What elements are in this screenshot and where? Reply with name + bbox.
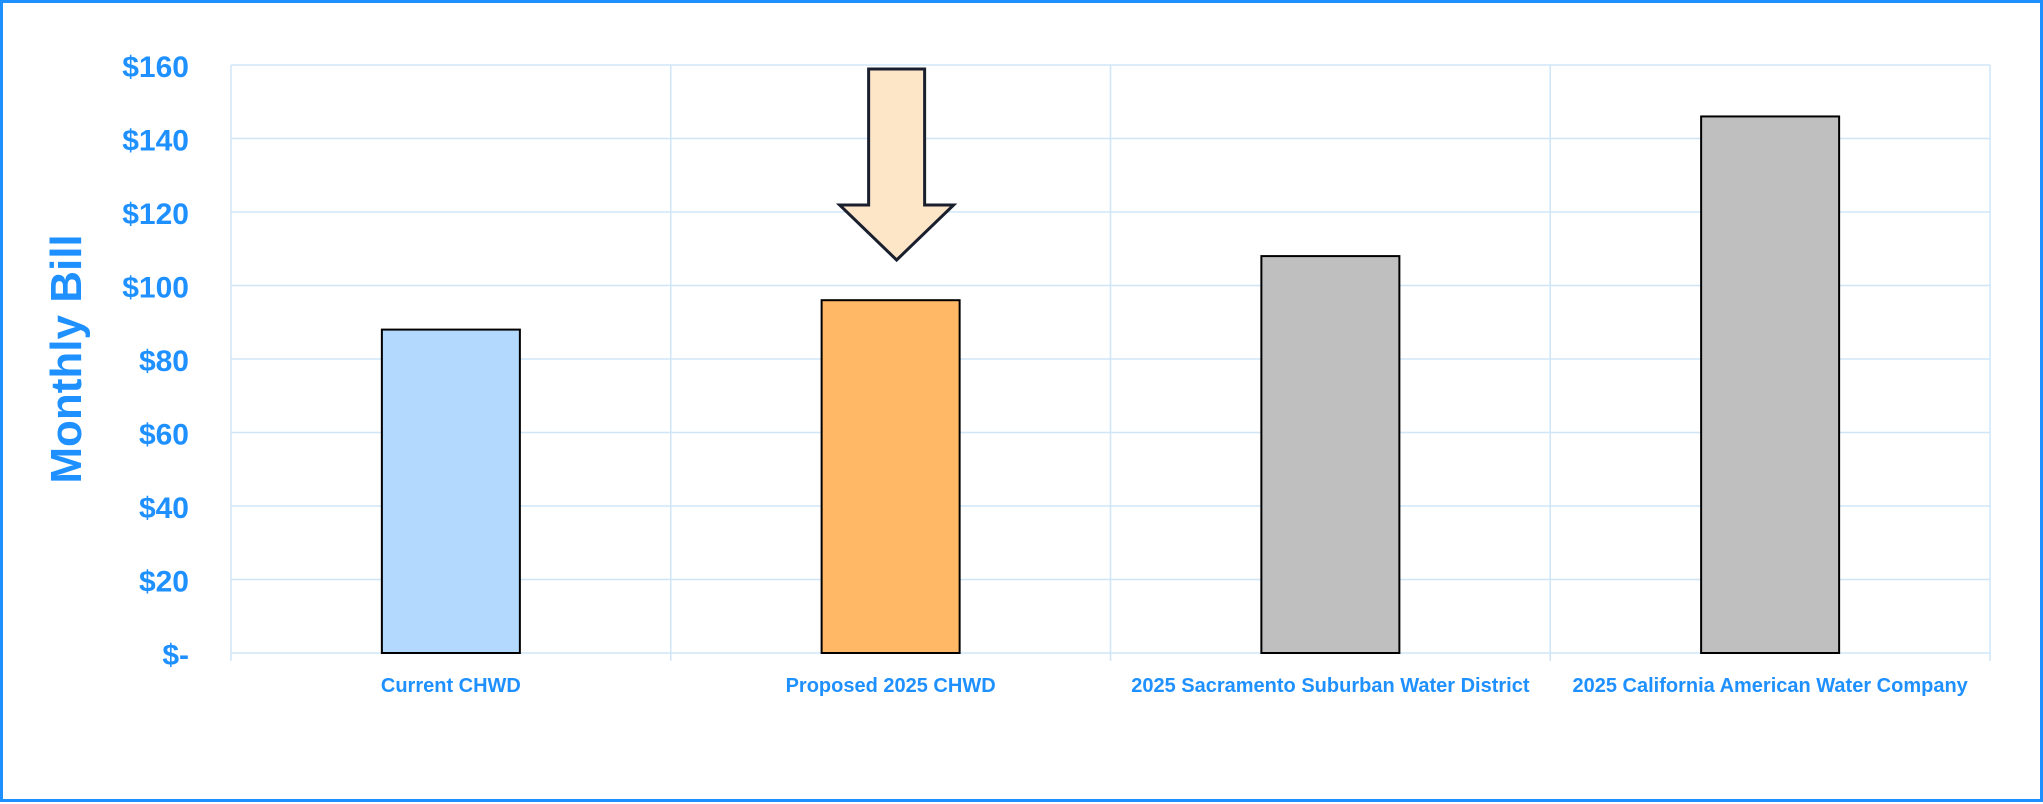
x-tick-label: 2025 Sacramento Suburban Water District bbox=[1131, 675, 1530, 697]
bar bbox=[1260, 255, 1401, 654]
bar bbox=[380, 328, 521, 654]
y-axis-label: Monthly Bill bbox=[42, 234, 91, 483]
y-tick-label: $80 bbox=[139, 345, 189, 378]
x-tick-label: Proposed 2025 CHWD bbox=[786, 675, 996, 697]
y-tick-label: $140 bbox=[122, 125, 189, 158]
y-tick-labels: $- $20 $40 $60 $80 $100 $120 $140 $160 bbox=[122, 51, 189, 672]
annotations bbox=[835, 67, 958, 263]
x-tick-labels: Current CHWD Proposed 2025 CHWD 2025 Sacra… bbox=[381, 675, 1969, 697]
y-tick-label: $40 bbox=[139, 492, 189, 525]
y-tick-label: $20 bbox=[139, 566, 189, 599]
gridlines bbox=[230, 64, 1991, 661]
bar bbox=[1700, 115, 1841, 654]
x-tick-label: 2025 California American Water Company bbox=[1572, 675, 1968, 697]
down-arrow-annotation bbox=[835, 67, 958, 263]
y-tick-label: $- bbox=[162, 639, 189, 672]
x-tick-label: Current CHWD bbox=[381, 675, 521, 697]
bar-chart: $- $20 $40 $60 $80 $100 $120 $140 $160 Current C… bbox=[42, 51, 1991, 697]
y-tick-label: $60 bbox=[139, 419, 189, 452]
bar bbox=[820, 299, 961, 654]
y-tick-label: $160 bbox=[122, 51, 189, 84]
bars bbox=[380, 115, 1841, 654]
y-tick-label: $100 bbox=[122, 272, 189, 305]
y-tick-label: $120 bbox=[122, 198, 189, 231]
